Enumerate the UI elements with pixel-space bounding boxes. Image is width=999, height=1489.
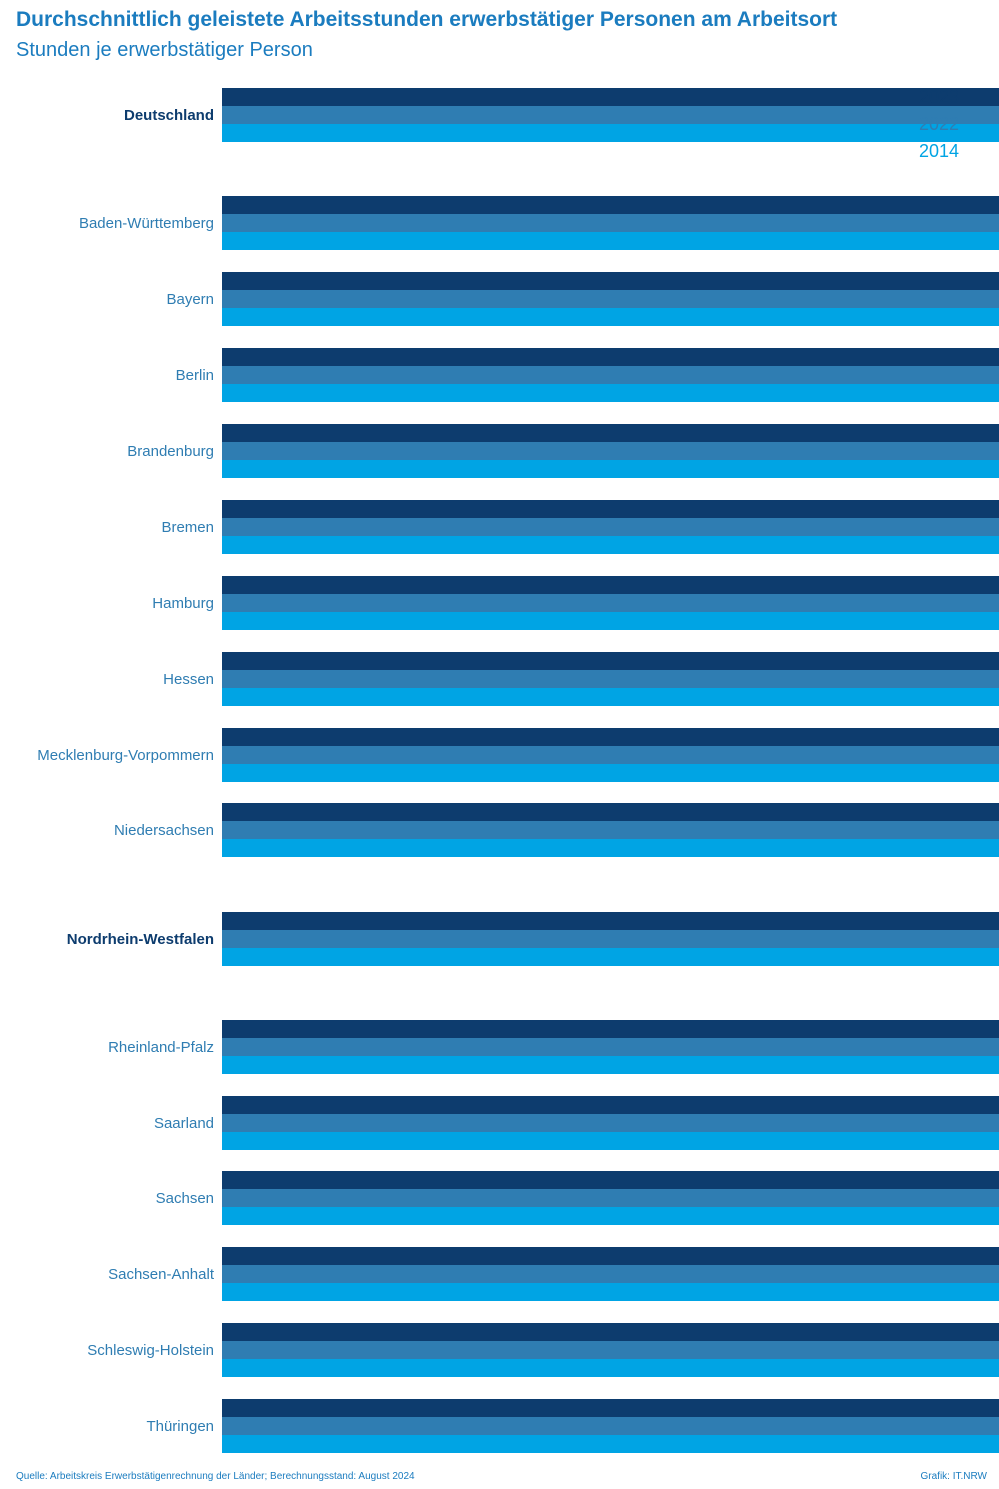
bar-2022 [222,214,999,232]
category-label: Schleswig-Holstein [87,1342,214,1359]
bar-2014 [222,1435,999,1453]
bar-2022 [222,930,999,948]
bar-2023 [222,424,999,442]
category-label: Brandenburg [127,443,214,460]
credit-note: Grafik: IT.NRW [920,1471,987,1482]
bar-2023 [222,88,999,106]
bar-2022 [222,746,999,764]
bar-2022 [222,290,999,308]
bar-2022 [222,821,999,839]
bar-2014 [222,232,999,250]
chart-subtitle: Stunden je erwerbstätiger Person [16,39,313,61]
bar-2014 [222,612,999,630]
category-label: Hessen [163,671,214,688]
bar-2014 [222,839,999,857]
category-label: Bremen [161,519,214,536]
category-label: Rheinland-Pfalz [108,1039,214,1056]
category-label: Niedersachsen [114,822,214,839]
bar-2014 [222,1056,999,1074]
bar-2014 [222,688,999,706]
category-label: Thüringen [146,1418,214,1435]
bar-2023 [222,576,999,594]
bar-2022 [222,1341,999,1359]
bar-2014 [222,764,999,782]
legend-item-2022: 2022 [919,114,960,134]
category-label: Hamburg [152,595,214,612]
category-label: Baden-Württemberg [79,215,214,232]
bar-2022 [222,1114,999,1132]
bar-2023 [222,1171,999,1189]
bar-2023 [222,1247,999,1265]
bar-2022 [222,1038,999,1056]
bar-2022 [222,366,999,384]
bar-2022 [222,594,999,612]
bar-2022 [222,1189,999,1207]
bar-2023 [222,1096,999,1114]
category-label: Bayern [166,291,214,308]
bar-2023 [222,272,999,290]
chart-title: Durchschnittlich geleistete Arbeitsstund… [16,8,838,31]
bar-2023 [222,803,999,821]
bar-2014 [222,1283,999,1301]
bar-2022 [222,1417,999,1435]
bar-2022 [222,1265,999,1283]
bar-2022 [222,106,999,124]
legend: 2023 2022 2014 [919,84,959,165]
bar-2023 [222,500,999,518]
bar-2014 [222,948,999,966]
bar-2022 [222,670,999,688]
category-label: Sachsen [156,1190,214,1207]
bar-2023 [222,196,999,214]
bar-2023 [222,728,999,746]
category-label: Saarland [154,1115,214,1132]
bar-2014 [222,460,999,478]
category-label: Berlin [176,367,214,384]
category-label: Sachsen-Anhalt [108,1266,215,1283]
bar-2014 [222,1359,999,1377]
bar-2014 [222,1207,999,1225]
bar-2014 [222,1132,999,1150]
bar-2023 [222,348,999,366]
bar-2023 [222,1399,999,1417]
category-label: Deutschland [124,107,214,124]
bar-2023 [222,652,999,670]
legend-item-2023: 2023 [919,87,960,107]
bar-2014 [222,384,999,402]
bar-2023 [222,1020,999,1038]
bar-2022 [222,518,999,536]
source-note: Quelle: Arbeitskreis Erwerbstätigenrechn… [16,1471,415,1482]
bar-2022 [222,442,999,460]
bar-2014 [222,124,999,142]
bar-2014 [222,536,999,554]
category-label: Mecklenburg-Vorpommern [37,747,214,764]
legend-item-2014: 2014 [919,141,960,161]
bar-2023 [222,912,999,930]
bar-2014 [222,308,999,326]
category-label: Nordrhein-Westfalen [67,931,214,948]
bar-2023 [222,1323,999,1341]
